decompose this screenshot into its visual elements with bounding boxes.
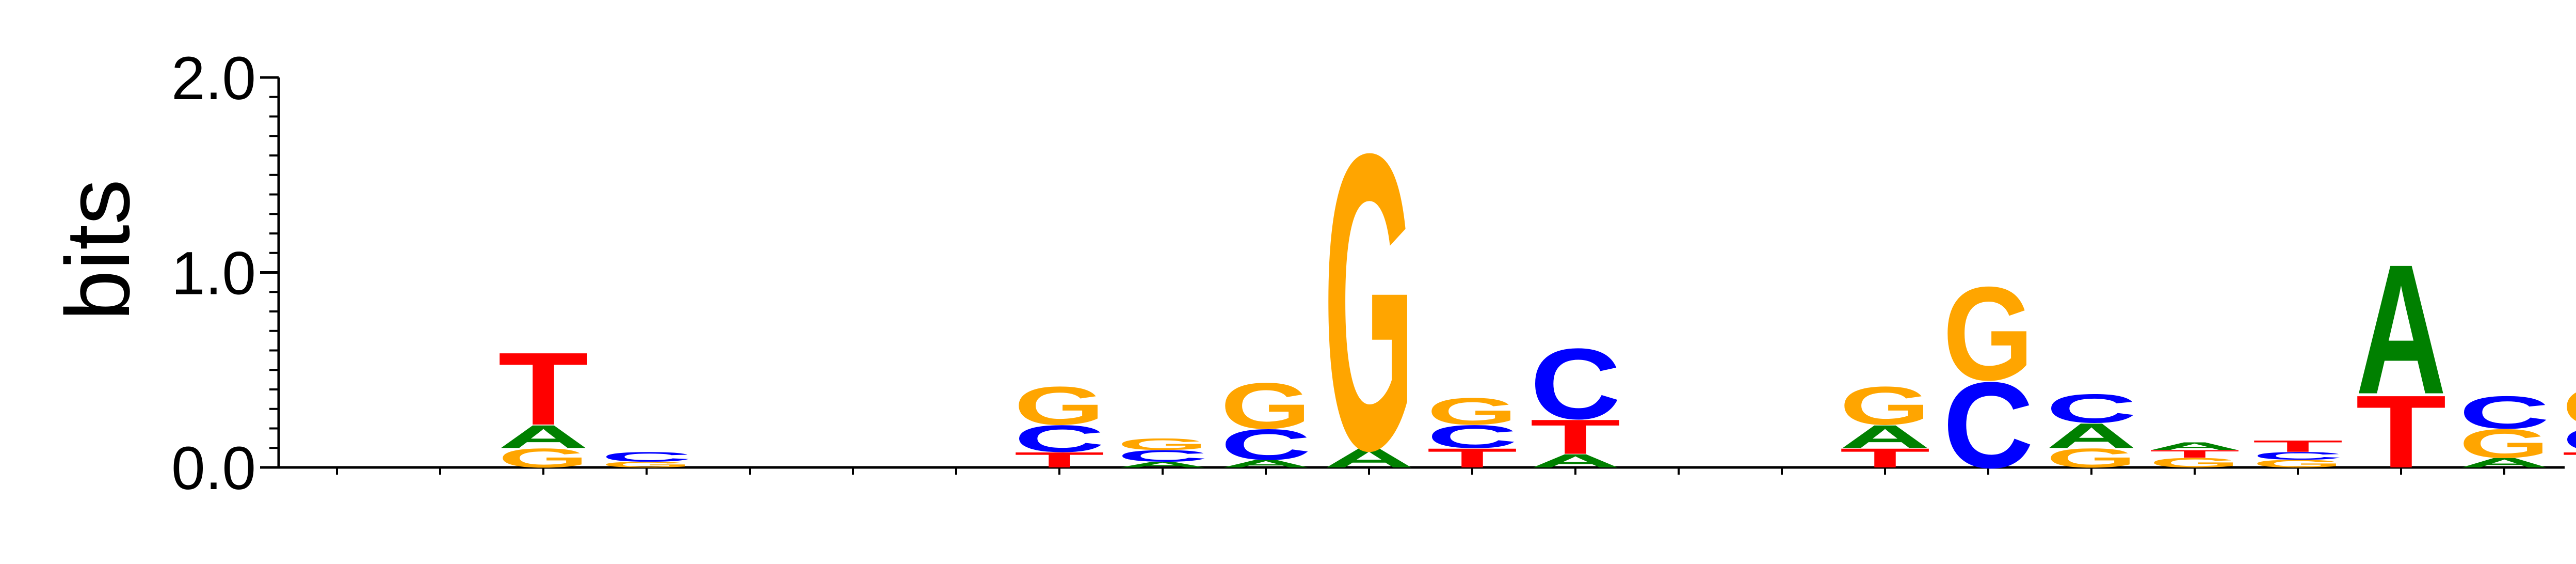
logo-letter-t: T <box>2562 448 2576 472</box>
logo-letter-g: G <box>498 443 589 473</box>
logo-stack: AGC <box>2459 386 2550 470</box>
logo-letter-a: A <box>2356 226 2446 433</box>
logo-letter-a: A <box>1530 450 1621 472</box>
logo-letter-t: T <box>1427 443 1518 473</box>
logo-stack: TAG <box>1840 375 1930 473</box>
logo-stack: ACG <box>1117 435 1208 469</box>
logo-stack: TCG <box>2562 375 2576 472</box>
logo-letter-g: G <box>1117 435 1208 453</box>
logo-letter-t: T <box>1840 443 1930 473</box>
logo-letter-c: C <box>1014 417 1105 460</box>
logo-letter-a: A <box>2459 455 2550 471</box>
logo-letter-c: C <box>1427 418 1518 455</box>
logo-letter-c: C <box>2562 420 2576 460</box>
logo-letter-a: A <box>2046 416 2137 456</box>
y-tick-label: 1.0 <box>171 240 256 308</box>
logo-letter-t: T <box>2149 448 2240 460</box>
y-axis-label: bits <box>47 179 149 321</box>
logo-letter-c: C <box>1220 420 1311 469</box>
logo-stack: TCG <box>1014 375 1105 472</box>
logo-letter-c: C <box>1117 447 1208 465</box>
logo-stack: AG <box>1324 67 1414 538</box>
y-tick-label: 0.0 <box>171 434 256 503</box>
logo-stack: GAT <box>498 331 589 473</box>
logo-letter-a: A <box>2149 440 2240 452</box>
logo-stack: GTA <box>2149 440 2240 471</box>
logo-letter-c: C <box>1943 356 2034 493</box>
logo-letter-a: A <box>498 418 589 455</box>
logo-stack: CG <box>1943 259 2034 493</box>
logo-letter-t: T <box>1530 410 1621 464</box>
logo-letter-g: G <box>1840 375 1930 436</box>
logo-letter-g: G <box>2149 455 2240 470</box>
logo-letter-g: G <box>601 460 692 469</box>
logo-letter-c: C <box>1530 327 1621 440</box>
chart-axes: 0.0 1.0 2.0 <box>171 44 2565 503</box>
logo-letter-a: A <box>1324 443 1414 473</box>
logo-stack: GAC <box>2046 386 2137 473</box>
logo-stack: GC <box>601 449 692 469</box>
logo-letter-c: C <box>601 449 692 465</box>
logo-letter-a: A <box>1220 458 1311 470</box>
logo-letter-g: G <box>2252 458 2343 469</box>
logo-letter-g: G <box>1014 375 1105 436</box>
logo-letter-c: C <box>2046 386 2137 431</box>
logo-letter-g: G <box>1220 369 1311 443</box>
logo-letter-g: G <box>1427 390 1518 432</box>
y-tick-label: 2.0 <box>171 44 256 113</box>
logo-letter-g: G <box>2459 421 2550 466</box>
logo-letter-c: C <box>2252 450 2343 462</box>
logo-letter-t: T <box>2356 373 2446 489</box>
logo-letter-a: A <box>1117 460 1208 469</box>
logo-letter-t: T <box>498 331 589 446</box>
logo-stack: ATC <box>1530 327 1621 472</box>
logo-letter-a: A <box>1840 418 1930 455</box>
logo-letter-g: G <box>1943 259 2034 408</box>
logo-letter-g: G <box>2046 443 2137 473</box>
logo-stack: GCT <box>2252 437 2343 469</box>
logo-stack: TA <box>2356 226 2446 490</box>
logo-stack: TCG <box>1427 390 1518 473</box>
logo-stack: ACG <box>1220 369 1311 470</box>
logo-letter-t: T <box>2252 437 2343 455</box>
logo-letter-g: G <box>1324 67 1414 538</box>
logo-letter-t: T <box>1014 448 1105 472</box>
logo-letter-g: G <box>2562 375 2576 439</box>
logo-letter-c: C <box>2459 386 2550 438</box>
